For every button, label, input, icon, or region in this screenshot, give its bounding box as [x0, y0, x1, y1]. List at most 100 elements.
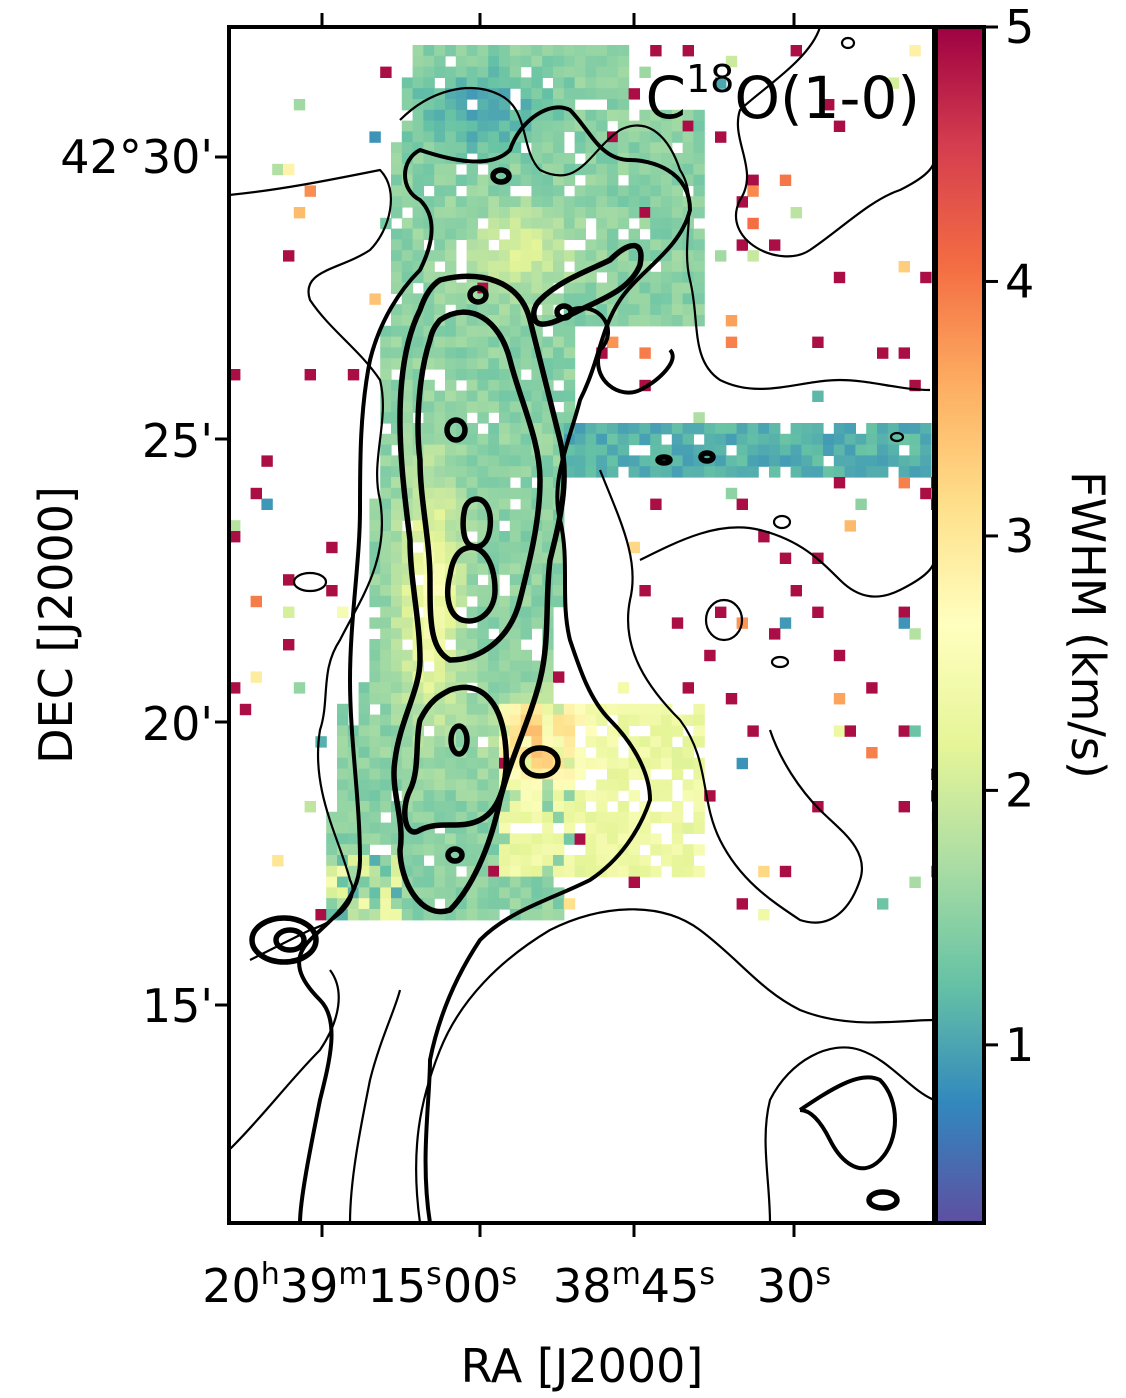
- heatmap-pixel: [520, 876, 532, 888]
- heatmap-pixel: [736, 757, 748, 770]
- heatmap-pixel: [563, 833, 576, 845]
- heatmap-pixel: [434, 768, 446, 780]
- heatmap-pixel: [477, 120, 489, 132]
- heatmap-pixel: [596, 855, 608, 867]
- heatmap-pixel: [542, 207, 554, 219]
- heatmap-pixel: [380, 520, 392, 532]
- heatmap-pixel: [531, 423, 543, 435]
- heatmap-pixel: [628, 142, 640, 154]
- heatmap-pixel: [434, 509, 446, 521]
- heatmap-pixel: [682, 304, 694, 316]
- heatmap-pixel: [488, 250, 500, 262]
- contour-core-g: [490, 167, 512, 185]
- heatmap-pixel: [412, 45, 424, 57]
- heatmap-pixel: [866, 444, 878, 456]
- heatmap-pixel: [693, 228, 705, 240]
- heatmap-pixel: [509, 466, 522, 478]
- heatmap-pixel: [877, 455, 889, 467]
- heatmap-pixel: [337, 811, 349, 824]
- colorbar-tick-label-3: 4: [1005, 254, 1034, 308]
- heatmap-pixel: [401, 682, 414, 694]
- heatmap-pixel: [542, 865, 554, 878]
- heatmap-pixel: [304, 369, 316, 381]
- heatmap-pixel: [553, 747, 565, 759]
- heatmap-pixel: [477, 99, 489, 111]
- heatmap-pixel: [509, 693, 522, 705]
- heatmap-pixel: [520, 379, 532, 392]
- heatmap-pixel: [509, 271, 522, 284]
- heatmap-pixel: [401, 282, 414, 294]
- heatmap-pixel: [499, 887, 511, 899]
- heatmap-pixel: [790, 207, 802, 219]
- heatmap-pixel: [423, 153, 435, 165]
- heatmap-pixel: [693, 282, 705, 294]
- heatmap-pixel: [542, 120, 554, 132]
- heatmap-pixel: [434, 865, 446, 878]
- heatmap-pixel: [542, 55, 554, 68]
- heatmap-pixel: [617, 120, 630, 132]
- heatmap-pixel: [412, 585, 424, 597]
- heatmap-pixel: [434, 282, 446, 294]
- heatmap-pixel: [747, 725, 759, 737]
- heatmap-pixel: [704, 444, 716, 456]
- heatmap-pixel: [650, 779, 662, 791]
- heatmap-pixel: [434, 304, 446, 316]
- heatmap-pixel: [488, 909, 500, 921]
- heatmap-pixel: [553, 120, 565, 132]
- heatmap-pixel: [887, 77, 900, 89]
- heatmap-pixel: [682, 293, 694, 305]
- heatmap-pixel: [455, 649, 468, 662]
- heatmap-pixel: [628, 207, 640, 219]
- heatmap-pixel: [499, 304, 511, 316]
- contour-small-5: [704, 598, 744, 642]
- heatmap-pixel: [499, 109, 511, 122]
- heatmap-pixel: [423, 671, 435, 683]
- heatmap-pixel: [423, 347, 435, 359]
- heatmap-pixel: [499, 293, 511, 305]
- heatmap-pixel: [563, 217, 576, 230]
- heatmap-pixel: [412, 217, 424, 230]
- heatmap-pixel: [531, 412, 543, 424]
- heatmap-pixel: [639, 736, 651, 748]
- heatmap-pixel: [866, 682, 878, 694]
- heatmap-pixel: [650, 174, 662, 186]
- heatmap-pixel: [488, 714, 500, 726]
- heatmap-pixel: [585, 833, 597, 845]
- heatmap-pixel: [553, 196, 565, 208]
- heatmap-pixel: [693, 779, 705, 791]
- heatmap-pixel: [790, 455, 802, 467]
- heatmap-pixel: [531, 207, 543, 219]
- heatmap-pixel: [542, 163, 554, 176]
- heatmap-pixel: [542, 909, 554, 921]
- heatmap-pixel: [423, 433, 435, 446]
- heatmap-pixel: [401, 142, 414, 154]
- heatmap-pixel: [488, 531, 500, 543]
- heatmap-pixel: [855, 498, 867, 510]
- heatmap-pixel: [434, 412, 446, 424]
- y-tick-marks: [215, 155, 229, 1007]
- heatmap-pixel: [758, 433, 770, 446]
- heatmap-pixel: [455, 466, 468, 478]
- heatmap-pixel: [531, 671, 543, 683]
- heatmap-pixel: [520, 801, 532, 813]
- heatmap-pixel: [477, 768, 489, 780]
- heatmap-pixel: [477, 455, 489, 467]
- heatmap-pixel: [574, 120, 586, 132]
- heatmap-pixel: [574, 444, 586, 456]
- heatmap-pixel: [607, 768, 619, 780]
- heatmap-pixel: [855, 455, 867, 467]
- heatmap-pixel: [553, 163, 565, 176]
- heatmap-pixel: [283, 574, 295, 586]
- heatmap-pixel: [553, 833, 565, 845]
- heatmap-pixel: [509, 250, 522, 262]
- heatmap-pixel: [520, 477, 532, 489]
- heatmap-pixel: [607, 293, 619, 305]
- heatmap-pixel: [563, 325, 576, 338]
- heatmap-pixel: [380, 401, 392, 413]
- heatmap-pixel: [617, 77, 630, 89]
- heatmap-pixel: [380, 541, 392, 554]
- heatmap-pixel: [639, 131, 651, 143]
- heatmap-pixel: [553, 574, 565, 586]
- heatmap-pixel: [477, 606, 489, 618]
- heatmap-pixel: [574, 433, 586, 446]
